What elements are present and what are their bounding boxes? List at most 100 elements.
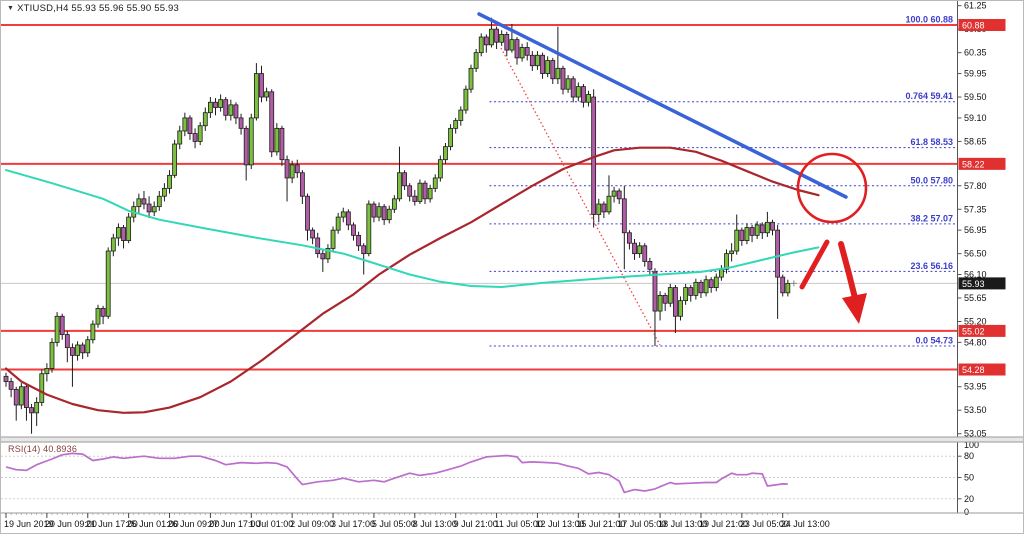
candle-bearish [642,245,648,262]
price-badge-text: 60.88 [962,21,985,31]
candle-bullish [448,127,453,148]
candle-bullish [417,182,423,202]
big-down-arrow-head[interactable] [842,293,867,324]
time-axis-label: 27 Jun 17:00 [208,519,260,529]
price-axis-label: 59.95 [964,69,987,79]
candle-bullish [34,402,40,414]
fibonacci-retracement[interactable]: 100.0 60.88 0.764 59.41 61.8 58.53 50.0 57.… [489,15,957,347]
small-down-arrow-annotation[interactable] [799,239,830,290]
candle-bullish [575,86,581,98]
price-axis-label: 54.80 [964,337,987,347]
fib-anchor-dotted-line[interactable] [500,47,661,346]
price-axis-label: 56.10 [964,270,987,280]
main-price-pane: 100.0 60.88 0.764 59.41 61.8 58.53 50.0 57.… [1,12,957,434]
candle-bearish [601,203,607,213]
candle-bearish [514,39,520,59]
candle-bullish [693,281,699,296]
descending-trendline[interactable] [477,12,848,199]
candles-layer [3,17,791,434]
price-axis-label: 53.50 [964,405,987,415]
big-down-arrow-shaft[interactable] [838,241,859,305]
candle-bearish [775,229,781,278]
time-axis-label: 25 Jun 01:00 [127,519,179,529]
candle-bearish [233,104,239,119]
candle-bearish [8,381,14,390]
candle-bullish [49,341,55,369]
candle-bullish [667,287,673,304]
price-axis-label: 56.95 [964,225,987,235]
candle-bullish [366,203,372,255]
candle-bullish [253,73,259,119]
candle-bearish [187,117,193,134]
candle-bearish [371,203,377,218]
candle-bearish [351,224,356,236]
candle-bullish [90,323,96,341]
candle-bearish [688,287,694,296]
time-axis-label: 17 Jul 05:00 [617,519,666,529]
candle-bullish [386,208,392,221]
candle-bearish [100,308,106,317]
fib-level-label: 0.0 54.73 [915,336,953,346]
time-axis-label: 21 Jun 17:00 [86,519,138,529]
candle-bullish [637,245,643,255]
candle-bullish [182,117,188,132]
highlight-circle-annotation[interactable] [796,152,868,224]
price-axis-label: 53.05 [964,429,987,439]
rsi-axis-label: 50 [964,473,974,483]
candle-bearish [299,172,305,197]
time-axis-label: 8 Jul 13:00 [413,519,457,529]
candle-bullish [657,294,663,312]
price-badge-red [958,157,1006,170]
candle-bearish [70,347,75,356]
price-axis: 61.2560.8060.3559.9559.5059.1058.6557.80… [957,1,1006,517]
symbol-ohlc-label: ▼ XTIUSD,H4 55.93 55.96 55.90 55.93 [7,3,179,14]
candle-bearish [407,185,413,197]
candle-bearish [632,242,637,255]
candle-bullish [136,198,142,208]
candle-bearish [749,227,755,236]
candle-bullish [126,216,132,241]
time-axis-label: 11 Jul 05:00 [495,519,543,529]
pane-splitter[interactable] [1,437,1024,442]
candle-bearish [310,229,316,239]
price-axis-label: 59.50 [964,92,987,102]
candle-bullish [39,373,45,403]
candle-bearish [13,388,19,406]
candle-bullish [729,250,735,255]
time-axis-label: 18 Jul 13:00 [658,519,707,529]
candle-bullish [719,268,724,278]
time-axis-label: 9 Jul 21:00 [454,519,498,529]
candle-bearish [279,127,285,161]
candle-bullish [330,229,336,249]
candle-bearish [780,276,786,294]
candle-bullish [463,88,469,111]
candle-bearish [192,133,198,142]
candle-bullish [734,229,740,252]
candle-bullish [443,146,448,161]
candle-bearish [269,91,275,153]
candle-bullish [703,279,709,294]
rsi-axis-label: 0 [964,507,969,517]
time-axis-label: 1 Jul 01:00 [249,519,293,529]
candle-bullish [596,203,602,215]
time-axis-label: 2 Jul 09:00 [290,519,334,529]
candle-bullish [586,94,591,103]
fib-level-label: 38.2 57.07 [910,213,953,223]
candle-bearish [570,78,576,98]
time-axis-label: 20 Jun 09:00 [45,519,97,529]
candle-bullish [683,287,689,302]
candle-bullish [437,159,443,179]
fib-level-label: 100.0 60.88 [905,15,953,25]
price-axis-label: 55.65 [964,293,987,303]
price-badge-red [958,19,1006,31]
price-axis-label: 56.50 [964,249,987,259]
price-axis-label: 57.80 [964,181,987,191]
candle-bearish [361,245,367,255]
price-badge-red [958,324,1006,337]
candle-bearish [581,86,586,103]
candle-bullish [432,177,438,189]
triangle-down-icon[interactable]: ▼ [7,5,15,12]
time-axis-label: 24 Jul 13:00 [781,519,830,529]
candle-bullish [162,187,167,197]
